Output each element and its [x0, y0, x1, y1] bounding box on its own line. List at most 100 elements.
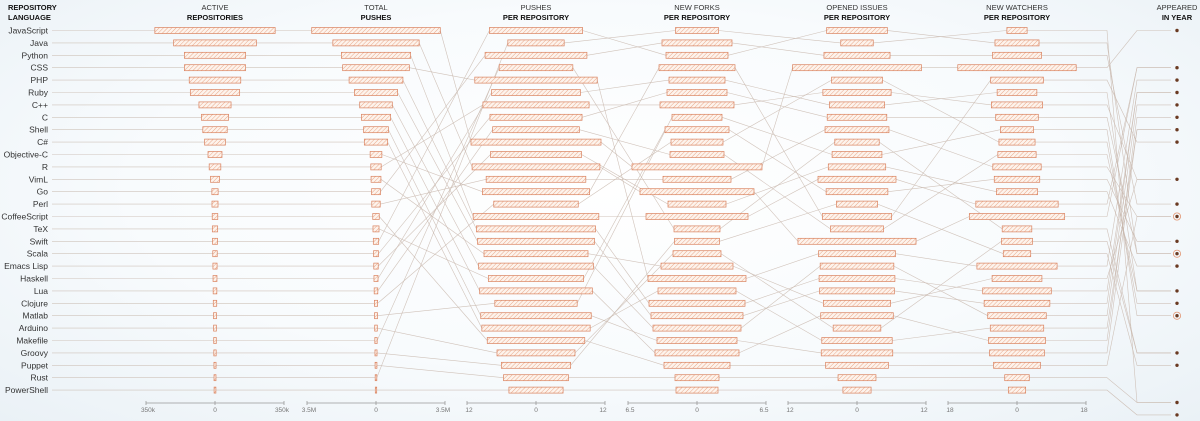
- axis-tick-label: 350k: [141, 407, 156, 414]
- bar: [836, 200, 878, 208]
- language-label: Groovy: [21, 348, 49, 358]
- language-label: C: [42, 112, 48, 122]
- bar: [993, 361, 1041, 369]
- bar: [818, 250, 896, 258]
- axis-tick-label: 0: [374, 407, 378, 414]
- bar: [341, 51, 411, 59]
- column-connector: [895, 253, 977, 267]
- bar: [374, 312, 378, 320]
- bar: [820, 312, 894, 320]
- bar: [658, 64, 736, 72]
- column-connector: [594, 241, 652, 316]
- axis-tick-label: 12: [786, 407, 794, 414]
- bar: [211, 225, 219, 233]
- column-connector: [410, 55, 474, 217]
- column-connector: [376, 365, 504, 378]
- column-connector: [888, 129, 993, 168]
- bar: [819, 262, 895, 270]
- year-header-line1: APPEARED: [1157, 3, 1198, 12]
- column-connector: [892, 327, 991, 341]
- bar: [481, 324, 591, 332]
- column-connector: [881, 129, 1001, 155]
- bar: [213, 361, 217, 369]
- bar: [647, 275, 747, 282]
- year-header-line2: IN YEAR: [1162, 13, 1193, 22]
- bar: [212, 287, 218, 295]
- bar: [670, 138, 724, 146]
- bar: [371, 200, 381, 208]
- language-label: Perl: [33, 199, 48, 209]
- bar: [819, 287, 895, 295]
- bar: [486, 337, 586, 344]
- language-label: C#: [37, 137, 48, 147]
- language-label: Ruby: [28, 88, 49, 98]
- language-label: Emacs Lisp: [4, 261, 48, 271]
- bar: [485, 175, 587, 183]
- year-marker-dot: [1175, 103, 1179, 107]
- language-label: Java: [30, 38, 48, 48]
- column-connector: [894, 290, 985, 304]
- column-connector: [380, 179, 487, 205]
- year-marker-dot: [1175, 400, 1179, 405]
- bar: [484, 51, 588, 59]
- column-connector: [378, 30, 490, 242]
- language-header-line1: REPOSITORY: [8, 3, 57, 12]
- bar: [823, 51, 891, 59]
- column-connector: [745, 253, 819, 279]
- column-connector: [377, 203, 494, 304]
- bar: [189, 89, 241, 96]
- language-label: R: [42, 162, 48, 172]
- axis-tick-label: 0: [1015, 407, 1019, 414]
- column-header-line1: NEW WATCHERS: [986, 3, 1048, 12]
- bar: [374, 361, 378, 369]
- axis-tick-label: 3.5M: [302, 407, 316, 414]
- bar: [474, 76, 598, 84]
- bar: [671, 113, 723, 121]
- language-label: Scala: [27, 249, 49, 259]
- column-connector: [718, 30, 841, 44]
- bar: [188, 76, 242, 84]
- bar: [818, 275, 896, 282]
- year-connector: [1036, 154, 1171, 292]
- bar: [359, 101, 393, 109]
- column-connector: [744, 278, 820, 304]
- bar: [989, 324, 1045, 332]
- year-marker-dot: [1175, 66, 1179, 70]
- bar: [479, 287, 593, 295]
- year-marker-dot: [1175, 177, 1179, 181]
- bar: [996, 89, 1038, 96]
- year-marker-dot: [1175, 202, 1179, 206]
- column-connector: [381, 154, 483, 192]
- bar: [154, 27, 276, 34]
- column-connector: [380, 55, 486, 192]
- column-connector: [590, 290, 659, 329]
- column-header-line1: NEW FORKS: [674, 3, 719, 12]
- column-connector: [722, 79, 832, 143]
- bar: [660, 262, 734, 270]
- bar: [675, 386, 719, 394]
- column-connector: [736, 340, 822, 354]
- year-marker-dot: [1175, 264, 1179, 268]
- bar: [207, 151, 223, 158]
- bar: [373, 250, 379, 258]
- language-label: Swift: [30, 236, 49, 246]
- column-connector: [893, 315, 989, 341]
- bar: [648, 299, 746, 307]
- bar: [990, 76, 1044, 84]
- column-connector: [726, 92, 828, 118]
- bar: [332, 39, 420, 47]
- bar: [987, 312, 1047, 320]
- column-connector: [589, 67, 660, 192]
- column-connector: [570, 241, 675, 366]
- column-connector: [873, 30, 1007, 44]
- column-connector: [377, 92, 492, 279]
- bar: [373, 275, 379, 282]
- year-connector: [1046, 104, 1171, 317]
- column-connector: [731, 42, 824, 56]
- column-header-line2: PER REPOSITORY: [664, 13, 730, 22]
- column-connector: [592, 290, 656, 354]
- year-marker-dot: [1175, 78, 1179, 82]
- language-label: Rust: [31, 373, 49, 383]
- year-connector: [1025, 389, 1171, 416]
- language-label: TeX: [33, 224, 48, 234]
